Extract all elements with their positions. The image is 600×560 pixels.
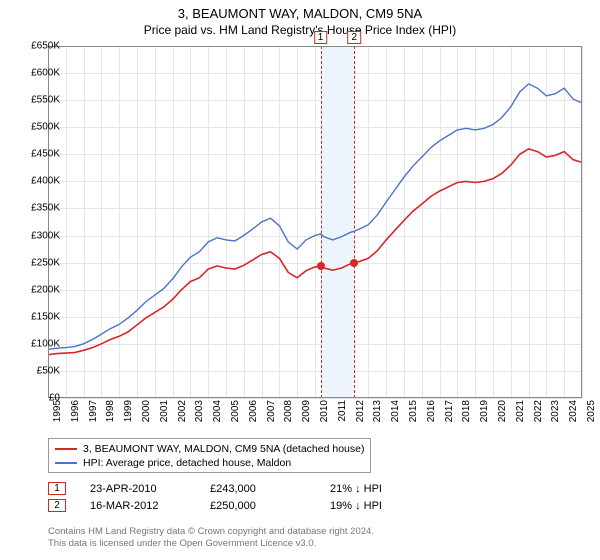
event-price: £243,000 bbox=[210, 483, 306, 495]
y-tick-label: £400K bbox=[31, 176, 60, 187]
x-tick-label: 2002 bbox=[177, 400, 188, 422]
y-tick-label: £500K bbox=[31, 122, 60, 133]
y-tick-label: £100K bbox=[31, 338, 60, 349]
x-tick-label: 1997 bbox=[88, 400, 99, 422]
x-tick-label: 1996 bbox=[70, 400, 81, 422]
x-tick-label: 2018 bbox=[461, 400, 472, 422]
x-tick-label: 1999 bbox=[123, 400, 134, 422]
footer-line2: This data is licensed under the Open Gov… bbox=[48, 538, 374, 550]
x-tick-label: 2019 bbox=[479, 400, 490, 422]
x-tick-label: 2006 bbox=[248, 400, 259, 422]
y-tick-label: £600K bbox=[31, 68, 60, 79]
y-tick-label: £50K bbox=[37, 365, 60, 376]
x-tick-label: 2021 bbox=[515, 400, 526, 422]
series-line bbox=[48, 84, 582, 349]
chart-title: 3, BEAUMONT WAY, MALDON, CM9 5NA bbox=[0, 0, 600, 23]
y-tick-label: £350K bbox=[31, 203, 60, 214]
x-tick-label: 2005 bbox=[230, 400, 241, 422]
x-tick-label: 2020 bbox=[497, 400, 508, 422]
series-line bbox=[48, 149, 582, 355]
y-tick-label: £300K bbox=[31, 230, 60, 241]
chart-subtitle: Price paid vs. HM Land Registry's House … bbox=[0, 23, 600, 41]
x-tick-label: 1998 bbox=[105, 400, 116, 422]
y-tick-label: £250K bbox=[31, 257, 60, 268]
legend-swatch bbox=[55, 462, 77, 464]
x-tick-label: 2014 bbox=[390, 400, 401, 422]
x-tick-label: 2010 bbox=[319, 400, 330, 422]
legend-row: HPI: Average price, detached house, Mald… bbox=[55, 456, 364, 470]
event-date: 16-MAR-2012 bbox=[90, 500, 186, 512]
x-tick-label: 2004 bbox=[212, 400, 223, 422]
event-date: 23-APR-2010 bbox=[90, 483, 186, 495]
x-tick-label: 2001 bbox=[159, 400, 170, 422]
x-tick-label: 2007 bbox=[266, 400, 277, 422]
x-tick-label: 2015 bbox=[408, 400, 419, 422]
x-tick-label: 2023 bbox=[550, 400, 561, 422]
chart-container: 3, BEAUMONT WAY, MALDON, CM9 5NA Price p… bbox=[0, 0, 600, 560]
y-tick-label: £200K bbox=[31, 284, 60, 295]
x-tick-label: 2003 bbox=[194, 400, 205, 422]
footer-line1: Contains HM Land Registry data © Crown c… bbox=[48, 526, 374, 538]
event-table: 1 23-APR-2010 £243,000 21% ↓ HPI 2 16-MAR-201… bbox=[48, 480, 426, 514]
x-tick-label: 2000 bbox=[141, 400, 152, 422]
event-marker-label: 2 bbox=[348, 31, 362, 44]
event-table-row: 1 23-APR-2010 £243,000 21% ↓ HPI bbox=[48, 480, 426, 497]
event-table-row: 2 16-MAR-2012 £250,000 19% ↓ HPI bbox=[48, 497, 426, 514]
x-tick-label: 2013 bbox=[372, 400, 383, 422]
y-tick-label: £150K bbox=[31, 311, 60, 322]
legend-label: 3, BEAUMONT WAY, MALDON, CM9 5NA (detach… bbox=[83, 442, 364, 456]
x-tick-label: 2024 bbox=[568, 400, 579, 422]
event-marker-label: 1 bbox=[314, 31, 328, 44]
chart-plot-area: 12 bbox=[48, 46, 582, 398]
x-tick-label: 2009 bbox=[301, 400, 312, 422]
legend-row: 3, BEAUMONT WAY, MALDON, CM9 5NA (detach… bbox=[55, 442, 364, 456]
y-tick-label: £650K bbox=[31, 41, 60, 52]
y-tick-label: £550K bbox=[31, 95, 60, 106]
legend: 3, BEAUMONT WAY, MALDON, CM9 5NA (detach… bbox=[48, 438, 371, 473]
event-number-box: 1 bbox=[48, 482, 66, 495]
x-tick-label: 2022 bbox=[533, 400, 544, 422]
event-price: £250,000 bbox=[210, 500, 306, 512]
event-hpi-delta: 21% ↓ HPI bbox=[330, 483, 426, 495]
event-number-box: 2 bbox=[48, 499, 66, 512]
x-tick-label: 2016 bbox=[426, 400, 437, 422]
x-tick-label: 2017 bbox=[444, 400, 455, 422]
event-hpi-delta: 19% ↓ HPI bbox=[330, 500, 426, 512]
x-tick-label: 2025 bbox=[586, 400, 597, 422]
legend-swatch bbox=[55, 448, 77, 450]
legend-label: HPI: Average price, detached house, Mald… bbox=[83, 456, 291, 470]
x-tick-label: 2011 bbox=[337, 400, 348, 422]
x-tick-label: 2008 bbox=[283, 400, 294, 422]
x-tick-label: 2012 bbox=[355, 400, 366, 422]
series-svg bbox=[48, 46, 582, 398]
y-tick-label: £450K bbox=[31, 149, 60, 160]
x-tick-label: 1995 bbox=[52, 400, 63, 422]
footer-attribution: Contains HM Land Registry data © Crown c… bbox=[48, 526, 374, 550]
